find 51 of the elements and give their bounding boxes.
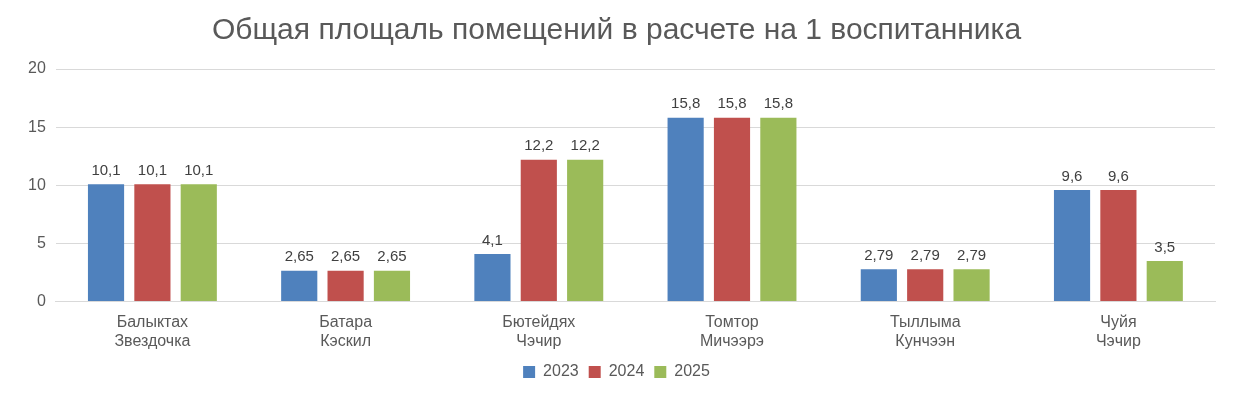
data-label: 2,79 [864,245,894,263]
bar [1146,260,1183,302]
x-tick-label: Тыллыма Кунчээн [889,312,961,349]
data-label: 2,79 [910,245,940,263]
y-tick-label: 5 [36,233,46,251]
bar [520,159,557,302]
data-label: 3,5 [1154,237,1176,255]
bar [907,269,944,302]
data-label: 12,2 [570,136,600,154]
bar [760,117,797,302]
legend-label: 2024 [608,362,645,380]
chart-title: Общая площаль помещений в расчете на 1 воспитанника [211,12,1022,46]
x-tick-label: Батара Кэскил [319,312,373,349]
bar [713,117,751,302]
data-label: 9,6 [1107,166,1129,184]
data-label: 10,1 [184,160,214,178]
data-label: 4,1 [482,230,503,248]
data-label: 12,2 [524,136,554,154]
data-label: 9,6 [1061,166,1083,184]
bar [327,270,364,302]
bar [953,269,990,302]
bar [1100,189,1137,302]
bar [134,184,171,302]
bar [667,117,704,302]
y-tick-label: 15 [28,117,46,135]
bar [281,270,318,302]
data-label: 2,65 [284,247,314,265]
data-label: 2,79 [956,245,987,263]
legend-label: 2025 [674,362,710,380]
bar [474,253,511,302]
bar [860,269,897,302]
bar [1053,189,1091,302]
data-label: 10,1 [91,160,121,178]
x-tick-label: Балыктах Звездочка [114,312,191,349]
data-label: 2,65 [377,247,407,265]
bar [87,184,125,302]
data-label: 10,1 [137,160,167,178]
bar [567,159,604,302]
data-label: 2,65 [331,247,361,265]
y-tick-label: 20 [28,59,46,77]
legend-label: 2023 [543,362,579,380]
data-label: 15,8 [671,94,701,112]
x-tick-label: Чуйя Чэчир [1095,312,1141,349]
y-tick-label: 0 [36,292,46,310]
x-tick-label: Бютейдях Чэчир [502,312,576,349]
data-label: 15,8 [717,94,747,112]
bar [373,270,411,302]
bar [180,184,217,302]
x-tick-label: Томтор Мичээрэ [700,312,764,349]
y-tick-label: 10 [28,175,46,193]
data-label: 15,8 [763,94,793,112]
